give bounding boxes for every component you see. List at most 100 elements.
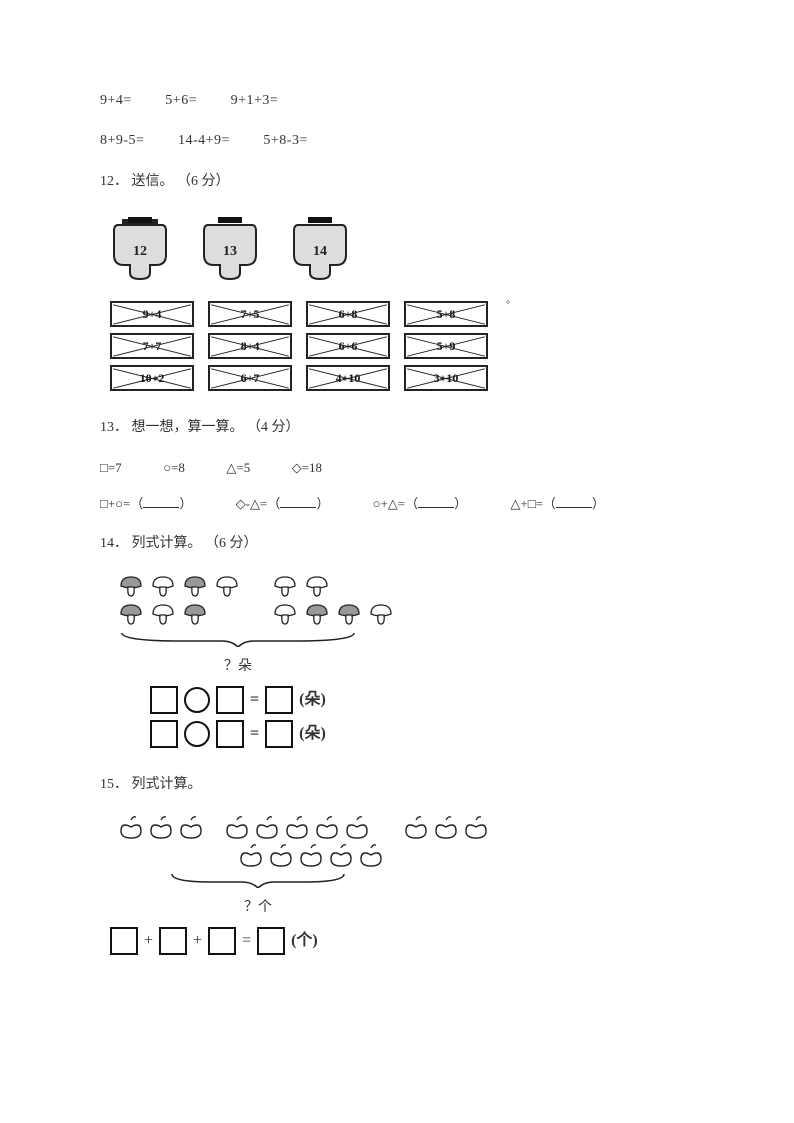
apple-group-2 — [224, 814, 384, 870]
unit-label: (个) — [291, 928, 318, 954]
mushroom-icon — [214, 573, 240, 599]
letter-card: 9+4 — [110, 301, 194, 327]
mushroom-icon — [272, 601, 298, 627]
q12-points: （6 分） — [177, 174, 230, 189]
card-row: 7+7 8+4 6+6 5+9 — [110, 333, 694, 359]
q14-equation-1: = (朵) — [150, 686, 694, 714]
letter-card: 8+4 — [208, 333, 292, 359]
q12-text: 送信。 — [132, 174, 174, 189]
apple-icon — [118, 814, 144, 840]
mushroom-icon — [272, 573, 298, 599]
def-item: ◇=18 — [292, 458, 322, 479]
apple-icon — [344, 814, 370, 840]
def-item: ○=8 — [163, 458, 185, 479]
apple-icon — [328, 842, 354, 868]
calc-label: ○+△= — [373, 496, 406, 511]
box-blank — [265, 720, 293, 748]
brace: ？个 — [168, 872, 694, 919]
q13-title: 13． 想一想，算一算。 （4 分） — [100, 417, 694, 439]
letter-card: 6+7 — [208, 365, 292, 391]
letter-card: 3+10 — [404, 365, 488, 391]
box-blank — [265, 686, 293, 714]
apple-icon — [433, 814, 459, 840]
blank — [556, 507, 592, 508]
mushroom-icon — [118, 601, 144, 627]
mushroom-icon — [118, 573, 144, 599]
letter-card: 7+5 — [208, 301, 292, 327]
calc-item: ○+△=（） — [373, 494, 468, 515]
q14-title: 14． 列式计算。 （6 分） — [100, 533, 694, 555]
unit-label: (朵) — [299, 721, 326, 747]
q15-text: 列式计算。 — [132, 777, 202, 792]
calc-item: □+○=（） — [100, 494, 192, 515]
q15-picture: ？个 — [118, 814, 694, 919]
calc-label: △+□= — [510, 496, 543, 511]
letter-card: 7+7 — [110, 333, 194, 359]
letter-card: 5+9 — [404, 333, 488, 359]
letter-card: 6+8 — [306, 301, 390, 327]
calc-item: ◇-△=（） — [236, 494, 330, 515]
apple-icon — [463, 814, 489, 840]
q14-points: （6 分） — [205, 536, 258, 551]
equals-sign: = — [250, 687, 259, 713]
q15-number: 15． — [100, 774, 128, 796]
letter-card: 6+6 — [306, 333, 390, 359]
calc-item: △+□=（） — [510, 494, 605, 515]
q12-number: 12． — [100, 171, 128, 193]
arith-item: 9+4= — [100, 90, 132, 112]
mushroom-icon — [150, 573, 176, 599]
brace-label: ？朵 — [118, 656, 358, 678]
box-blank — [216, 720, 244, 748]
blank — [143, 507, 179, 508]
q13-text: 想一想，算一算。 — [132, 420, 244, 435]
apple-icon — [254, 814, 280, 840]
blank — [280, 507, 316, 508]
mushroom-icon — [304, 601, 330, 627]
arith-item: 14-4+9= — [178, 130, 230, 152]
apple-icon — [224, 814, 250, 840]
apple-icon — [358, 842, 384, 868]
box-blank — [159, 927, 187, 955]
q12-title: 12． 送信。 （6 分） — [100, 171, 694, 193]
mushroom-icon — [182, 573, 208, 599]
q13-number: 13． — [100, 417, 128, 439]
q15-title: 15． 列式计算。 — [100, 774, 694, 796]
q13-defs: □=7 ○=8 △=5 ◇=18 — [100, 458, 694, 480]
apple-icon — [314, 814, 340, 840]
brace-label: ？个 — [168, 897, 348, 919]
box-blank — [257, 927, 285, 955]
mushroom-icon — [368, 601, 394, 627]
jar-label: 12 — [110, 241, 170, 263]
apple-icon — [238, 842, 264, 868]
apple-icon — [403, 814, 429, 840]
q14-number: 14． — [100, 533, 128, 555]
apple-icon — [178, 814, 204, 840]
letter-card: 4+10 — [306, 365, 390, 391]
apple-group-1 — [118, 814, 204, 842]
q14-equation-2: = (朵) — [150, 720, 694, 748]
q14-picture: ？朵 — [118, 573, 694, 678]
brace: ？朵 — [118, 631, 694, 678]
jar-14: 14 — [290, 211, 350, 287]
arith-item: 9+1+3= — [231, 90, 279, 112]
card-row: 10+2 6+7 4+10 3+10 — [110, 365, 694, 391]
cards-grid: 9+4 7+5 6+8 5+8 。 7+7 8+4 6+6 5+9 10+2 6… — [110, 301, 694, 391]
plus-sign: + — [144, 928, 153, 954]
def-item: □=7 — [100, 458, 122, 479]
arith-row-2: 8+9-5= 14-4+9= 5+8-3= — [100, 130, 694, 152]
apple-icon — [268, 842, 294, 868]
letter-card: 5+8 — [404, 301, 488, 327]
calc-label: □+○= — [100, 496, 130, 511]
arith-row-1: 9+4= 5+6= 9+1+3= — [100, 90, 694, 112]
mushroom-icon — [304, 573, 330, 599]
mushroom-icon — [182, 601, 208, 627]
q15-equation: + + = (个) — [110, 927, 694, 955]
mushroom-icon — [336, 601, 362, 627]
calc-label: ◇-△= — [236, 496, 268, 511]
mushroom-group-right — [272, 573, 394, 629]
q13-points: （4 分） — [247, 420, 300, 435]
arith-item: 8+9-5= — [100, 130, 144, 152]
box-blank — [110, 927, 138, 955]
jar-label: 14 — [290, 241, 350, 263]
arith-item: 5+8-3= — [263, 130, 307, 152]
